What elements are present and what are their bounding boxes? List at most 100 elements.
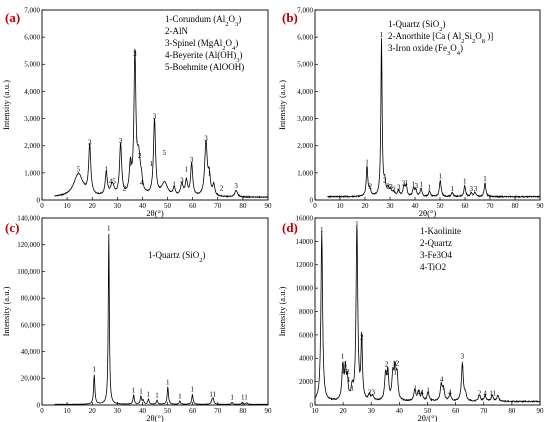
peak-label: 1 [392, 359, 396, 367]
peak-label: 4 [140, 179, 144, 187]
y-tick-label: 0 [310, 196, 314, 204]
peak-label: 2 [385, 360, 389, 368]
peak-label: 3 [234, 182, 238, 190]
peak-label: 1 [107, 225, 111, 233]
panel-label: (d) [282, 220, 298, 235]
x-tick-label: 40 [396, 407, 404, 415]
x-tick-label: 50 [424, 407, 432, 415]
x-tick-label: 0 [313, 202, 317, 210]
x-tick-label: 40 [412, 202, 420, 210]
x-axis-title: 2θ(°) [146, 208, 164, 218]
panel-b: 0 10 20 30 40 50 60 70 80 90 0 1,000 2,000 3,000 4,000… [277, 6, 544, 218]
y-tick-label: 0 [37, 196, 41, 204]
x-tick-label: 10 [64, 407, 72, 415]
y-tick-label: 20,000 [21, 375, 41, 383]
y-tick-label: 80,000 [21, 295, 41, 303]
peak-label: 2 [392, 185, 396, 193]
peak-label: 1 [420, 180, 424, 188]
peak-label: 3 [133, 50, 137, 58]
x-tick-label: 80 [508, 407, 516, 415]
peak-label: 1 [483, 175, 487, 183]
x-tick-label: 20 [340, 407, 348, 415]
plot-frame [314, 9, 541, 201]
panel-label: (b) [282, 10, 298, 25]
peak-label: 1 [439, 172, 443, 180]
peak-label: 1 [412, 180, 416, 188]
x-tick-label: 90 [265, 202, 273, 210]
y-tick-label: 6000 [299, 331, 314, 339]
peak-label: 1 [178, 392, 182, 400]
peak-label: 11 [489, 390, 496, 398]
peak-label: 1 [428, 184, 432, 192]
peak-label: 3 [474, 185, 478, 193]
x-tick-label: 70 [214, 202, 222, 210]
y-axis-title: Intensity (a.u.) [277, 80, 287, 130]
x-tick-label: 70 [214, 407, 222, 415]
x-tick-label: 30 [114, 407, 122, 415]
peak-label: 2 [387, 182, 391, 190]
legend-entry: 2-AlN [165, 26, 188, 36]
x-tick-label: 30 [114, 202, 122, 210]
peak-label: 1 [172, 180, 176, 188]
panel-label: (a) [5, 10, 20, 25]
peak-label: 1 [350, 384, 354, 392]
peak-label: 2 [123, 185, 127, 193]
peak-label: 1 [320, 226, 324, 234]
legend-entry: 1-Kaolinite [420, 226, 461, 236]
legend-entry: 3-Iron oxide (Fe3O4) [388, 43, 463, 57]
peak-label: 1 [380, 31, 384, 39]
peak-label: 1 [393, 369, 397, 377]
peak-label: 4 [342, 368, 346, 376]
x-tick-label: 50 [437, 202, 445, 210]
y-tick-label: 6,000 [24, 34, 40, 42]
y-tick-label: 8000 [299, 308, 314, 316]
y-tick-label: 5,000 [297, 61, 313, 69]
y-tick-label: 100,000 [17, 268, 40, 276]
x-tick-label: 20 [89, 407, 97, 415]
x-tick-label: 90 [537, 202, 545, 210]
x-tick-label: 60 [462, 202, 470, 210]
y-tick-label: 3,000 [24, 115, 40, 123]
x-tick-label: 80 [512, 202, 520, 210]
y-tick-label: 60,000 [21, 321, 41, 329]
panel-label: (c) [5, 220, 19, 235]
xrd-trace [54, 49, 269, 199]
x-axis-title: 2θ(°) [419, 208, 437, 218]
x-tick-label: 20 [89, 202, 97, 210]
peak-label: 1 [451, 185, 455, 193]
x-axis-title: 2θ(°) [146, 413, 164, 422]
legend-entry: 1-Corundum (Al2O3) [165, 14, 241, 28]
peak-label: 2 [368, 388, 372, 396]
y-tick-label: 10000 [296, 285, 314, 293]
peak-label: 11 [241, 394, 248, 402]
peak-label: 1 [155, 392, 159, 400]
plot-frame [41, 9, 269, 201]
peak-label: 2 [220, 185, 224, 193]
peak-label: 3 [415, 182, 419, 190]
peak-label: 1 [185, 166, 189, 174]
y-tick-label: 4,000 [297, 88, 313, 96]
x-tick-label: 80 [239, 407, 247, 415]
x-tick-label: 10 [64, 202, 72, 210]
y-tick-label: 0 [37, 401, 41, 409]
y-tick-label: 4,000 [24, 88, 40, 96]
peak-label: 1 [92, 366, 96, 374]
x-tick-label: 80 [239, 202, 247, 210]
peak-label: 1 [341, 352, 345, 360]
x-tick-label: 0 [40, 407, 44, 415]
legend-entry: 3-Spinel (MgAl2O4) [165, 38, 238, 52]
peak-label: 2 [138, 152, 142, 160]
peak-label: 2 [369, 182, 373, 190]
y-tick-label: 5,000 [24, 61, 40, 69]
y-tick-label: 16000 [296, 214, 314, 222]
peak-label: 3 [470, 185, 474, 193]
legend-entry: 2-Anorthite [Ca ( Al2Si2O8 )] [388, 31, 493, 45]
peak-label: 1 [426, 387, 430, 395]
y-tick-label: 2,000 [297, 142, 313, 150]
y-axis-title: Intensity (a.u.) [1, 286, 11, 336]
peak-label: 3 [153, 113, 157, 121]
peak-label: 1 [365, 159, 369, 167]
x-tick-label: 30 [387, 202, 395, 210]
peak-label: 3 [88, 138, 92, 146]
legend-entry: 4-TiO2 [420, 262, 446, 272]
